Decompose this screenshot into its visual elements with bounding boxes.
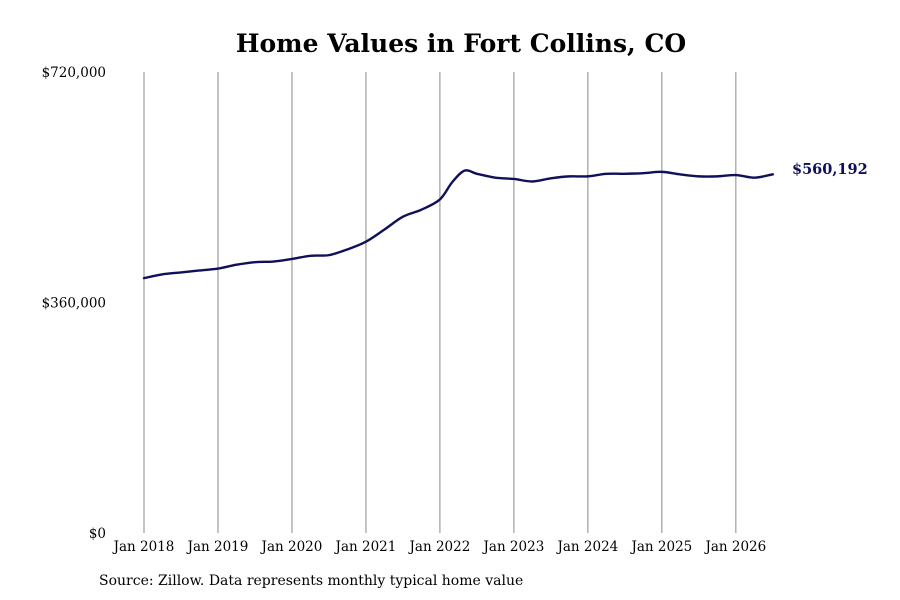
- y-axis: $0 $360,000 $720,000: [42, 65, 106, 542]
- x-tick-label: Jan 2026: [703, 539, 766, 555]
- y-tick-label: $0: [89, 526, 106, 542]
- x-tick-label: Jan 2021: [334, 539, 397, 555]
- source-note: Source: Zillow. Data represents monthly …: [99, 573, 524, 589]
- chart-title: Home Values in Fort Collins, CO: [236, 29, 686, 58]
- x-tick-label: Jan 2019: [186, 539, 249, 555]
- plot-area: [142, 169, 775, 280]
- y-tick-label: $360,000: [42, 296, 106, 312]
- series-line: [142, 169, 775, 280]
- y-tick-label: $720,000: [42, 65, 106, 81]
- x-axis: Jan 2018 Jan 2019 Jan 2020 Jan 2021 Jan 2022…: [112, 539, 767, 555]
- x-tick-label: Jan 2025: [629, 539, 692, 555]
- x-tick-label: Jan 2024: [555, 539, 618, 555]
- x-tick-label: Jan 2023: [481, 539, 544, 555]
- x-tick-label: Jan 2022: [408, 539, 471, 555]
- x-tick-label: Jan 2018: [112, 539, 175, 555]
- x-tick-label: Jan 2020: [260, 539, 323, 555]
- end-value-label: $560,192: [792, 161, 868, 178]
- grid: [143, 72, 737, 533]
